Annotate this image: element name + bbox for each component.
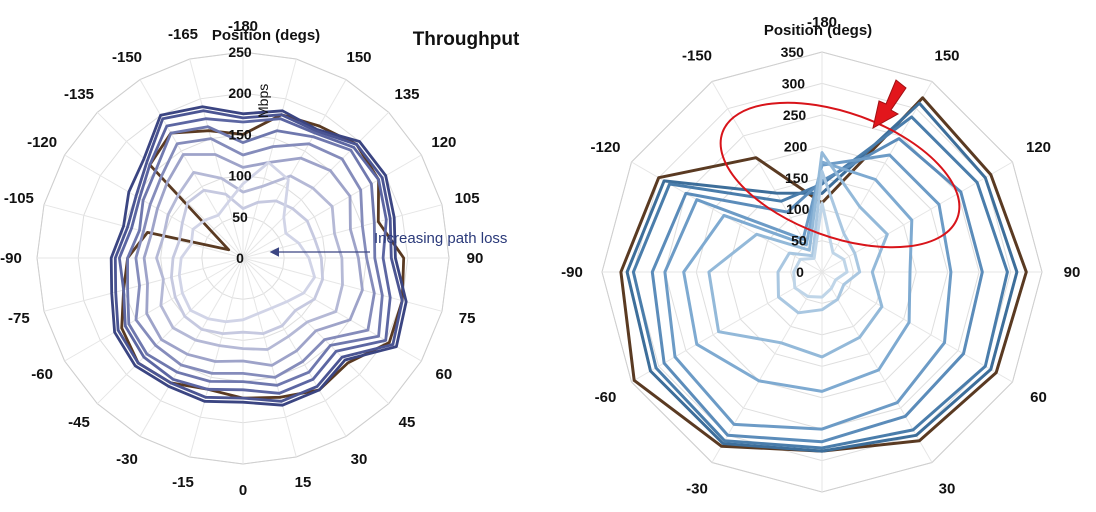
right-angle-tick: -120 [590, 139, 620, 156]
right-angle-tick: 150 [934, 48, 959, 65]
left-angle-tick: 15 [295, 474, 312, 491]
left-radial-tick: 0 [236, 250, 244, 266]
right-series-group [619, 96, 1028, 453]
left-spoke [139, 257, 244, 437]
right-angular-axis-label: Position (degs) [764, 22, 872, 39]
red-arrow-icon [872, 79, 907, 129]
right-angle-tick: -60 [595, 389, 617, 406]
left-spoke [242, 257, 347, 437]
throughput-polar-chart: -180-165-150-135-120-105-90-75-60-45-30-… [0, 18, 520, 499]
right-grid [601, 51, 1043, 493]
path-loss-annotation: Increasing path loss [374, 230, 507, 247]
left-angle-tick: -45 [68, 414, 90, 431]
right-series-8 [792, 201, 849, 299]
right-angle-tick: 90 [1064, 264, 1081, 281]
left-angle-tick: 45 [399, 414, 416, 431]
left-spoke [242, 58, 297, 259]
right-radial-tick: 350 [781, 44, 805, 60]
left-angle-tick: -60 [31, 366, 53, 383]
left-angle-tick: 0 [239, 482, 247, 499]
right-series-4 [663, 153, 953, 431]
left-chart-title: Throughput [413, 29, 520, 50]
left-spoke [242, 79, 347, 259]
right-angle-tick: 60 [1030, 389, 1047, 406]
left-spoke [139, 79, 244, 259]
left-series-7 [155, 170, 344, 351]
left-angle-tick: 150 [346, 49, 371, 66]
right-angle-labels: -180 -150 -120 -90 -60 -30 0 30 60 90 120 150 [561, 14, 1081, 498]
highlight-ellipse [719, 101, 961, 249]
right-angle-tick: 120 [1026, 139, 1051, 156]
left-angle-tick: -165 [168, 26, 198, 43]
left-angle-tick: -135 [64, 86, 94, 103]
left-spoke [43, 257, 244, 312]
left-series-group [109, 105, 408, 407]
left-angle-tick: 60 [436, 366, 453, 383]
left-angle-tick: -180 [228, 18, 258, 35]
left-spoke [242, 111, 390, 259]
left-series-5 [134, 137, 376, 379]
right-spoke [821, 271, 1013, 383]
left-series-8 [169, 188, 325, 336]
right-angle-tick: -150 [682, 48, 712, 65]
left-angle-tick: 75 [459, 310, 476, 327]
left-angle-tick: -90 [0, 250, 22, 267]
right-radial-tick: 250 [783, 107, 807, 123]
left-radial-tick: 100 [228, 168, 252, 184]
left-angle-tick: 90 [467, 250, 484, 267]
left-spoke [189, 58, 244, 259]
right-radial-tick: 150 [785, 170, 809, 186]
left-series-4 [126, 125, 384, 387]
left-series-1 [109, 105, 408, 407]
right-radial-tick: 50 [791, 233, 807, 249]
right-radial-tick: 100 [786, 201, 810, 217]
right-series-1 [625, 101, 1019, 453]
left-angle-tick: -30 [116, 451, 138, 468]
right-spoke [711, 271, 823, 463]
right-angle-tick: 30 [939, 481, 956, 498]
right-radial-tick: 300 [782, 76, 806, 92]
left-angle-labels: -180-165-150-135-120-105-90-75-60-45-30-… [0, 18, 483, 499]
left-radial-ticks: 0 50 100 150 200 250 [228, 44, 252, 266]
left-radial-tick: 250 [228, 44, 252, 60]
left-angle-tick: 105 [455, 190, 480, 207]
left-radial-tick: 200 [228, 85, 252, 101]
left-angle-tick: -150 [112, 49, 142, 66]
left-angle-tick: 120 [431, 134, 456, 151]
left-series-6 [142, 153, 364, 367]
left-radial-tick: 150 [228, 126, 252, 142]
left-angle-tick: -120 [27, 134, 57, 151]
left-spoke [96, 257, 244, 405]
left-series-9 [177, 161, 317, 324]
left-angle-tick: -15 [172, 474, 194, 491]
left-spoke [189, 257, 244, 458]
left-radial-axis-label: Mbps [255, 84, 271, 118]
right-series-2 [631, 115, 1009, 450]
right-angle-tick: -180 [807, 14, 837, 31]
right-series-6 [707, 151, 889, 359]
left-angle-tick: -105 [4, 190, 34, 207]
left-angular-axis-label: Position (degs) [212, 27, 320, 44]
right-series-5 [682, 160, 914, 393]
right-polar-chart: -180 -150 -120 -90 -60 -30 0 30 60 90 120 150 0 50 10… [561, 14, 1081, 498]
right-series-3 [650, 137, 984, 444]
left-spoke [64, 257, 244, 362]
right-angle-tick: -30 [686, 481, 708, 498]
left-radial-tick: 50 [232, 209, 248, 225]
right-angle-tick: -90 [561, 264, 583, 281]
right-radial-tick: 200 [784, 138, 808, 154]
left-series-3 [118, 117, 392, 395]
right-radial-ticks: 0 50 100 150 200 250 300 350 [781, 44, 810, 280]
left-series-2 [113, 109, 404, 403]
left-spoke [64, 154, 244, 259]
left-angle-tick: 30 [351, 451, 368, 468]
left-angle-tick: -75 [8, 310, 30, 327]
right-radial-tick: 0 [796, 264, 804, 280]
right-series-7 [776, 169, 862, 315]
left-spoke [242, 257, 297, 458]
left-angle-tick: 135 [394, 86, 419, 103]
